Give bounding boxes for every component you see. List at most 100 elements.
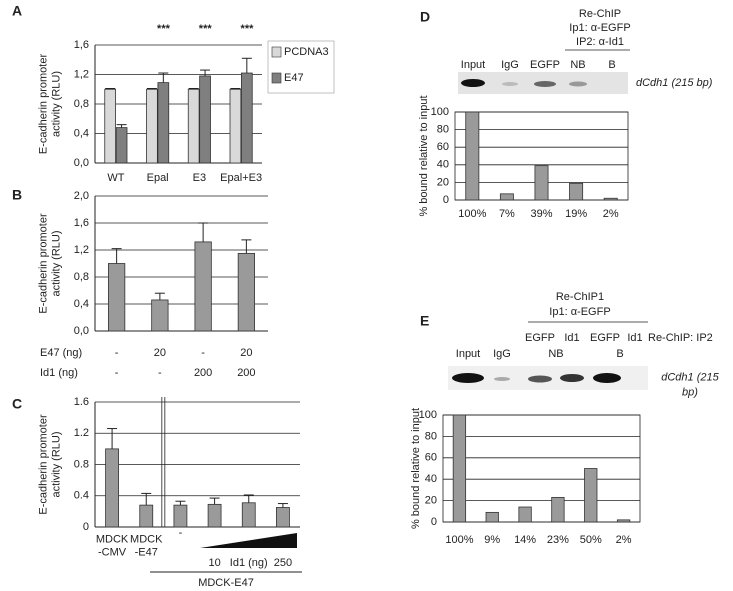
condition-value: 20 — [154, 347, 166, 359]
bar — [551, 496, 565, 523]
condition-label: Id1 (ng) — [40, 367, 78, 379]
y-tick-label: 0.4 — [74, 490, 89, 502]
error-bar — [241, 57, 252, 74]
bar — [187, 88, 200, 164]
error-bar — [230, 88, 241, 90]
value-label: 100% — [445, 534, 473, 546]
bar — [616, 519, 631, 523]
bar — [569, 182, 584, 201]
bar — [584, 468, 598, 523]
condition-label: E47 (ng) — [40, 347, 82, 359]
y-tick-label: 1,2 — [74, 244, 89, 256]
condition-value: 200 — [237, 367, 255, 379]
error-bar — [107, 428, 118, 449]
y-tick-label: 1.2 — [74, 427, 89, 439]
x-tick-label: MDCK -CMV — [96, 533, 129, 558]
bar — [485, 511, 499, 523]
error-bar — [146, 88, 157, 90]
condition-value: - — [115, 347, 119, 359]
x-tick-label: E3 — [193, 172, 206, 184]
legend-swatch — [271, 72, 282, 84]
y-tick-label: 60 — [437, 141, 449, 153]
plot-frame — [442, 414, 641, 523]
band-label: dCdh1 (215 bp) — [661, 371, 719, 398]
y-tick-label: 0 — [443, 194, 449, 206]
lane-label: IgG — [493, 348, 511, 360]
bar — [151, 299, 169, 332]
gel-d — [458, 72, 628, 94]
y-axis-label: E-cadherin promoteractivity (RLU) — [37, 213, 62, 314]
bar — [194, 241, 212, 332]
legend-label: PCDNA3 — [284, 46, 329, 58]
bar — [603, 197, 618, 201]
value-label: 100% — [458, 208, 486, 220]
panel-label: A — [12, 3, 22, 19]
y-tick-label: 0,8 — [74, 271, 89, 283]
x-tick-label: Epal — [147, 172, 169, 184]
panel-label: E — [420, 313, 429, 329]
bar — [104, 88, 117, 164]
condition-value: - — [115, 367, 119, 379]
bar — [105, 448, 119, 528]
error-bar — [111, 248, 122, 264]
error-bar — [200, 69, 211, 76]
group-label: MDCK-E47 — [198, 577, 254, 589]
gel-header: Re-ChIP — [579, 8, 621, 20]
value-label: 19% — [565, 208, 587, 220]
legend-swatch — [271, 46, 282, 58]
error-bar — [198, 222, 209, 242]
panel-label: B — [12, 187, 22, 203]
legend-label: E47 — [284, 72, 304, 84]
x-tick-label: - — [179, 527, 183, 539]
bar — [199, 75, 211, 164]
condition-value: - — [201, 347, 205, 359]
x-tick-label: 250 — [274, 557, 292, 569]
gel-header: IP2: α-Id1 — [576, 36, 624, 48]
value-label: 14% — [514, 534, 536, 546]
bar — [518, 506, 532, 523]
panel-label: C — [12, 396, 22, 412]
lane-label: EGFP — [530, 59, 560, 71]
value-label: 39% — [530, 208, 552, 220]
lane-label: Id1 — [627, 332, 642, 344]
y-tick-label: 60 — [425, 452, 437, 464]
gel-e — [448, 366, 648, 390]
y-axis-label: E-cadherin promoteractivity (RLU) — [37, 54, 62, 155]
y-tick-label: 100 — [431, 106, 449, 118]
y-tick-label: 1,6 — [74, 39, 89, 51]
y-tick-label: 40 — [425, 473, 437, 485]
bar — [146, 88, 158, 164]
error-bar — [241, 239, 252, 254]
sub-lane-label: B — [616, 348, 623, 360]
sub-lane-label: NB — [548, 348, 563, 360]
y-tick-label: 1.6 — [74, 396, 89, 408]
wedge-label: Id1 (ng) — [230, 557, 268, 569]
error-bar — [158, 72, 169, 83]
bar — [173, 504, 188, 528]
gel-header: Ip1: α-EGFP — [549, 306, 610, 318]
lane-label: Id1 — [564, 332, 579, 344]
panel-label: D — [420, 9, 430, 25]
error-bar — [116, 124, 127, 128]
bar — [276, 507, 290, 528]
error-bar — [209, 497, 220, 505]
ip2-label: Re-ChIP: IP2 — [648, 332, 713, 344]
y-tick-label: 0,4 — [74, 127, 89, 139]
x-tick-label: WT — [107, 172, 124, 184]
y-tick-label: 80 — [425, 430, 437, 442]
bar — [452, 414, 467, 523]
lane-label: B — [608, 59, 615, 71]
error-bar — [175, 500, 186, 506]
condition-value: 200 — [194, 367, 212, 379]
y-tick-label: 0,8 — [74, 98, 89, 110]
x-tick-label: 10 — [208, 557, 220, 569]
bar — [157, 82, 170, 164]
bar — [115, 127, 128, 164]
value-label: 7% — [499, 208, 515, 220]
gel-header: Re-ChIP1 — [556, 291, 604, 303]
error-bar — [277, 503, 288, 508]
bar — [108, 263, 126, 332]
y-tick-label: 1,6 — [74, 217, 89, 229]
significance: *** — [157, 23, 171, 35]
